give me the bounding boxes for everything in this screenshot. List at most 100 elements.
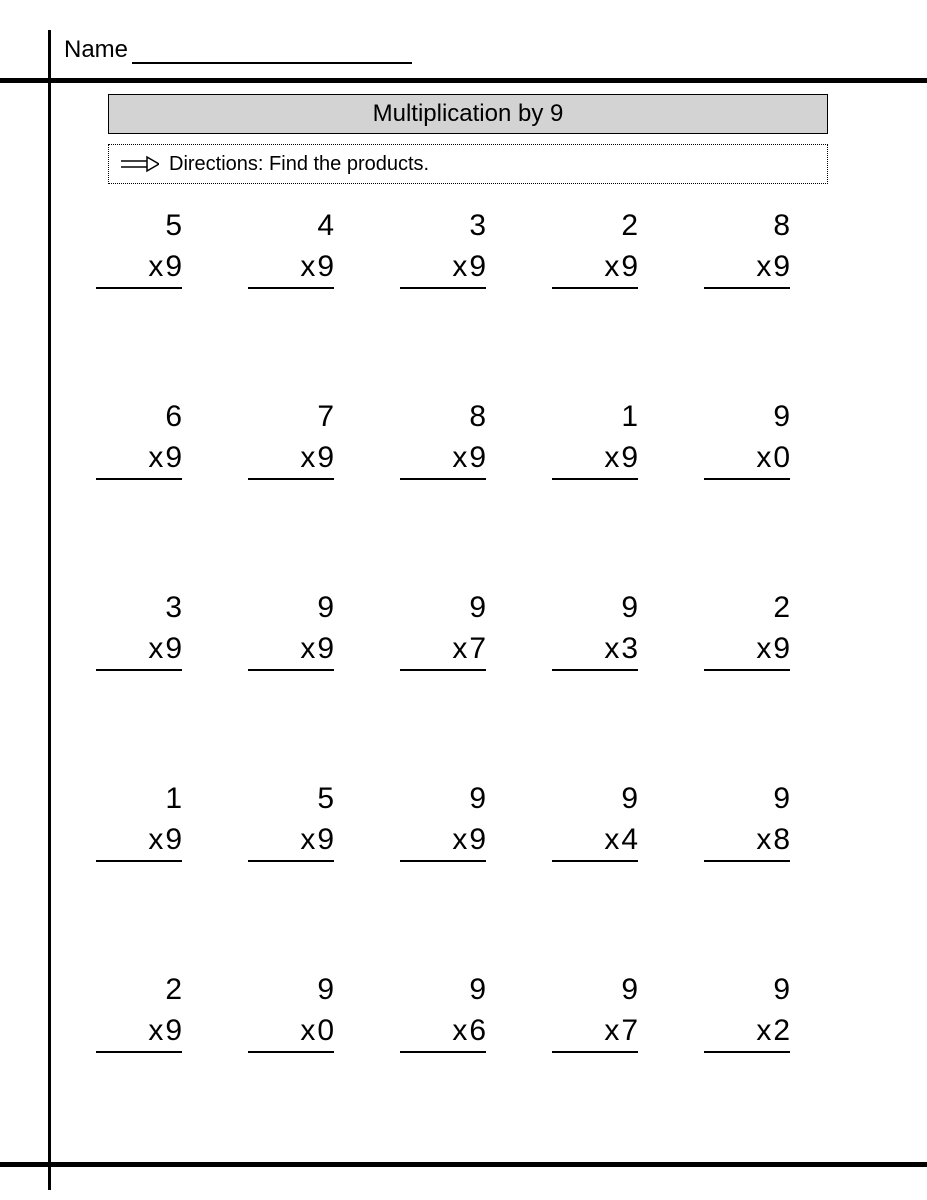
multiplier-row: x3 [552,629,638,672]
problem: 9x2 [704,970,790,1053]
multiplicand: 2 [552,206,638,247]
problem: 2x9 [552,206,638,289]
problem: 9x0 [704,397,790,480]
multiplicand: 8 [400,397,486,438]
multiply-sign: x [148,441,163,474]
multiply-sign: x [300,823,315,856]
multiply-sign: x [452,250,467,283]
multiplier-row: x7 [400,629,486,672]
multiplier: 9 [165,632,182,665]
multiplier-row: x8 [704,820,790,863]
problem: 9x3 [552,588,638,671]
multiply-sign: x [148,1014,163,1047]
problem: 9x9 [400,779,486,862]
multiply-sign: x [604,823,619,856]
multiplier-row: x9 [96,629,182,672]
multiplier-row: x9 [96,438,182,481]
multiply-sign: x [300,441,315,474]
multiply-sign: x [148,250,163,283]
multiplier-row: x9 [248,438,334,481]
problem: 9x0 [248,970,334,1053]
multiply-sign: x [148,632,163,665]
name-blank-line[interactable] [132,42,412,64]
multiplicand: 9 [552,588,638,629]
multiplier-row: x9 [248,820,334,863]
multiplicand: 9 [400,970,486,1011]
multiplier-row: x9 [96,247,182,290]
multiplier-row: x9 [704,247,790,290]
multiplier-row: x9 [248,629,334,672]
multiplier: 6 [469,1014,486,1047]
multiplier-row: x0 [704,438,790,481]
multiplier-row: x9 [552,438,638,481]
multiplicand: 8 [704,206,790,247]
problems-grid: 5x94x93x92x98x96x97x98x91x99x03x99x99x79… [96,206,856,1053]
directions-text: Directions: Find the products. [169,153,429,176]
problem: 9x6 [400,970,486,1053]
multiplier-row: x9 [400,820,486,863]
multiplicand: 5 [248,779,334,820]
multiplier-row: x9 [704,629,790,672]
multiplier-row: x7 [552,1011,638,1054]
multiplier: 9 [165,823,182,856]
multiplicand: 9 [552,779,638,820]
multiplier: 2 [773,1014,790,1047]
multiplicand: 9 [704,970,790,1011]
problem: 1x9 [552,397,638,480]
multiplier-row: x9 [400,438,486,481]
multiply-sign: x [756,1014,771,1047]
multiplier: 9 [317,632,334,665]
problem: 9x7 [400,588,486,671]
problem: 9x4 [552,779,638,862]
multiplier: 9 [469,250,486,283]
multiplicand: 1 [552,397,638,438]
multiplicand: 9 [704,397,790,438]
problem: 3x9 [96,588,182,671]
multiplicand: 9 [248,970,334,1011]
multiplier: 9 [165,441,182,474]
problem: 5x9 [96,206,182,289]
multiply-sign: x [604,632,619,665]
multiply-sign: x [300,1014,315,1047]
multiplier: 9 [317,823,334,856]
multiply-sign: x [604,1014,619,1047]
multiplier-row: x2 [704,1011,790,1054]
multiplier: 0 [317,1014,334,1047]
multiply-sign: x [756,250,771,283]
multiplier: 9 [317,250,334,283]
multiplier: 7 [621,1014,638,1047]
multiplicand: 5 [96,206,182,247]
multiplier-row: x9 [248,247,334,290]
problem: 5x9 [248,779,334,862]
bottom-rule [0,1162,927,1167]
problem: 2x9 [704,588,790,671]
multiplier: 9 [165,250,182,283]
multiplier-row: x0 [248,1011,334,1054]
multiplier-row: x9 [400,247,486,290]
multiplier: 9 [621,250,638,283]
multiply-sign: x [148,823,163,856]
name-row: Name [64,36,412,64]
multiplicand: 7 [248,397,334,438]
multiplier-row: x9 [96,1011,182,1054]
multiply-sign: x [300,632,315,665]
multiplier: 4 [621,823,638,856]
multiplicand: 9 [248,588,334,629]
multiply-sign: x [452,441,467,474]
multiply-sign: x [756,441,771,474]
multiplicand: 2 [96,970,182,1011]
multiplier-row: x6 [400,1011,486,1054]
multiply-sign: x [604,441,619,474]
problem: 2x9 [96,970,182,1053]
problem: 3x9 [400,206,486,289]
multiplier: 9 [773,632,790,665]
multiply-sign: x [604,250,619,283]
multiplier: 9 [621,441,638,474]
name-label: Name [64,36,128,64]
worksheet-title: Multiplication by 9 [373,100,564,128]
multiplicand: 9 [400,588,486,629]
problem: 8x9 [400,397,486,480]
problem: 9x8 [704,779,790,862]
arrow-right-icon [119,155,159,173]
multiplicand: 9 [552,970,638,1011]
